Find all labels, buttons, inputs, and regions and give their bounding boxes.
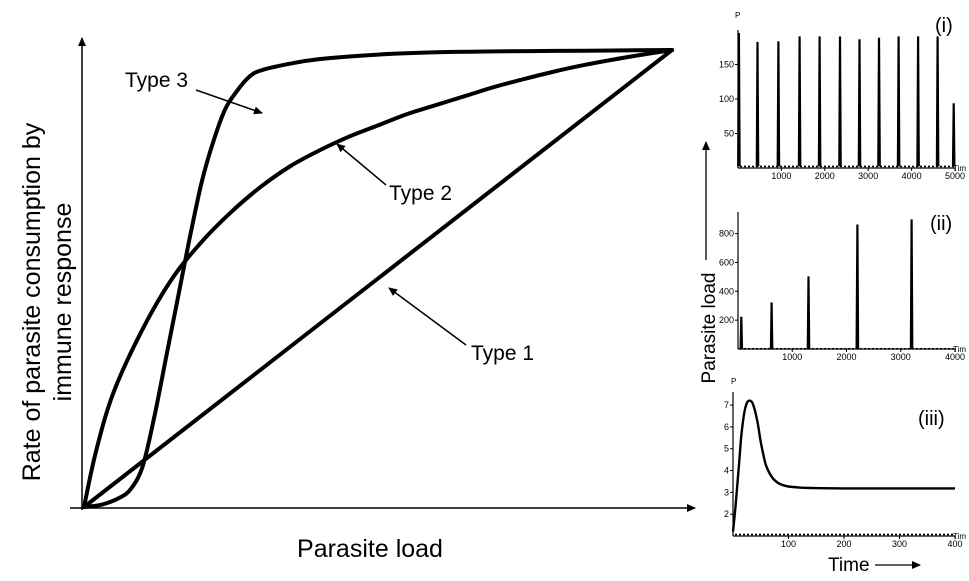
series-type-1-line [82,48,674,509]
panel-i-xtick-label: 5000 [945,171,965,181]
panel-iii-ylabel: P [731,377,736,386]
panel-i-xtick-label: 2000 [815,171,835,181]
panel-i: 1000 2000 3000 4000 5000 50 100 150 (i) P Tim [719,11,966,181]
panel-ii-xlabel: Tim [953,345,966,354]
panel-i-series [737,33,956,168]
panel-ii-spike [739,316,744,349]
series-type-2-line [82,48,674,509]
panel-ii: 1000 2000 3000 4000 200 400 600 800 (ii) Tim [719,212,966,362]
panel-i-spike [877,37,881,167]
panel-i-spike [857,39,862,167]
panel-ii-label: (ii) [930,213,952,235]
panel-ii-series [739,219,954,350]
panel-i-ytick-label: 50 [724,129,734,139]
panel-i-xtick-label: 3000 [858,171,878,181]
panel-iii-ytick-label: 4 [724,466,729,476]
panel-i-spike [896,36,901,167]
annotation-type1-arrow [388,287,467,346]
panel-ii-xtick-label: 1000 [782,352,802,362]
panel-iii-ticks: 100 200 300 400 2 3 4 5 6 7 [724,400,963,549]
main-y-label-line2: immune response [49,203,77,402]
panel-ii-ytick-label: 600 [719,257,734,267]
panel-i-spike [951,103,956,167]
side-parasite-load-label: Parasite load [699,273,720,384]
panel-i-spike [737,33,741,167]
panel-ii-spike [769,302,774,349]
main-y-label-line1: Rate of parasite consumption by [18,122,46,481]
panel-i-ticks: 1000 2000 3000 4000 5000 50 100 150 [719,60,965,182]
annotation-type3-arrow [195,89,263,115]
series-type-3-line [82,48,674,509]
panel-iii-ytick-label: 2 [724,509,729,519]
panel-i-xtick-label: 1000 [771,171,791,181]
panel-i-spike [935,36,940,167]
panel-iii: 100 200 300 400 2 3 4 5 6 7 (iii) P Tim [724,377,966,549]
panel-iii-xtick-label: 400 [947,539,962,549]
panel-iii-xtick-label: 100 [781,539,796,549]
annotation-type1: Type 1 [471,342,534,365]
panel-ii-spike [909,219,914,349]
panel-iii-xtick-label: 300 [892,539,907,549]
annotation-type2: Type 2 [389,182,452,205]
panel-i-ylabel: P [735,11,740,20]
main-chart: Rate of parasite consumption by immune r… [18,37,696,563]
panel-ii-spike [806,276,811,349]
panel-iii-ytick-label: 7 [724,400,729,410]
panel-i-spike [755,41,760,167]
panel-ii-ytick-label: 200 [719,315,734,325]
panel-i-spike [916,36,920,167]
panel-iii-ytick-label: 6 [724,422,729,432]
panel-ii-xtick-label: 4000 [945,352,965,362]
panel-i-spike [838,36,842,167]
panel-ii-xtick-label: 2000 [836,352,856,362]
panel-iii-xlabel: Tim [953,532,966,541]
main-series-group [82,48,674,509]
panel-i-xlabel: Tim [953,164,966,173]
panel-i-spike [817,36,822,167]
panel-i-xtick-label: 4000 [902,171,922,181]
panel-iii-series [731,399,955,536]
panel-i-spike [776,41,781,167]
side-time-label: Time [828,555,870,576]
panel-i-ytick-label: 150 [719,60,734,70]
panel-iii-ytick-label: 3 [724,487,729,497]
panel-i-ytick-label: 100 [719,94,734,104]
panel-ii-ticks: 1000 2000 3000 4000 200 400 600 800 [719,229,965,362]
panel-iii-label: (iii) [918,408,945,430]
panel-ii-spike [855,224,860,349]
panel-ii-ytick-label: 800 [719,229,734,239]
panel-ii-xtick-label: 3000 [891,352,911,362]
main-x-label: Parasite load [297,535,443,563]
panel-iii-xtick-label: 200 [836,539,851,549]
annotation-type2-arrow [336,143,387,186]
panel-i-label: (i) [935,15,953,37]
annotation-type3: Type 3 [125,69,188,92]
panel-iii-curve [731,399,955,532]
panel-iii-ytick-label: 5 [724,444,729,454]
panel-i-spike [797,36,802,167]
panel-ii-ytick-label: 400 [719,286,734,296]
